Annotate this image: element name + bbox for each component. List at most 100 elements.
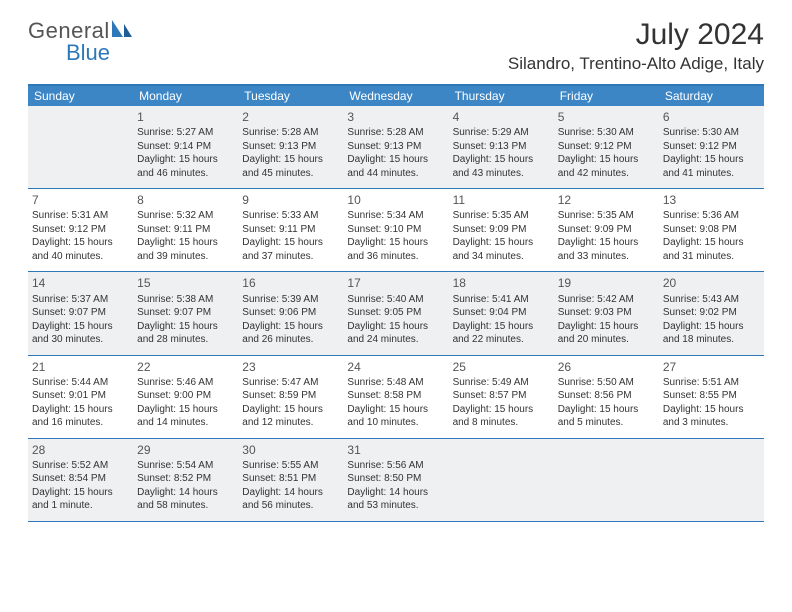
sunrise-text: Sunrise: 5:34 AM: [347, 209, 444, 223]
day-cell: 16Sunrise: 5:39 AMSunset: 9:06 PMDayligh…: [238, 272, 343, 354]
sunset-text: Sunset: 9:09 PM: [453, 223, 550, 237]
day-number: 29: [137, 442, 234, 458]
daylight-text-2: and 22 minutes.: [453, 333, 550, 347]
daylight-text-1: Daylight: 15 hours: [32, 320, 129, 334]
day-number: 15: [137, 275, 234, 291]
daylight-text-1: Daylight: 15 hours: [137, 236, 234, 250]
weekday-header: Thursday: [449, 86, 554, 106]
sunset-text: Sunset: 9:13 PM: [347, 140, 444, 154]
daylight-text-1: Daylight: 15 hours: [558, 236, 655, 250]
daylight-text-1: Daylight: 15 hours: [453, 403, 550, 417]
day-number: 6: [663, 109, 760, 125]
sunset-text: Sunset: 9:07 PM: [137, 306, 234, 320]
daylight-text-2: and 18 minutes.: [663, 333, 760, 347]
sunset-text: Sunset: 9:06 PM: [242, 306, 339, 320]
sunset-text: Sunset: 8:55 PM: [663, 389, 760, 403]
day-cell: 7Sunrise: 5:31 AMSunset: 9:12 PMDaylight…: [28, 189, 133, 271]
day-number: 31: [347, 442, 444, 458]
day-number: 8: [137, 192, 234, 208]
header: GeneralBlue July 2024 Silandro, Trentino…: [0, 0, 792, 78]
daylight-text-2: and 46 minutes.: [137, 167, 234, 181]
day-cell: 19Sunrise: 5:42 AMSunset: 9:03 PMDayligh…: [554, 272, 659, 354]
sunset-text: Sunset: 8:52 PM: [137, 472, 234, 486]
daylight-text-2: and 31 minutes.: [663, 250, 760, 264]
daylight-text-2: and 24 minutes.: [347, 333, 444, 347]
daylight-text-1: Daylight: 15 hours: [558, 320, 655, 334]
day-number: 1: [137, 109, 234, 125]
daylight-text-2: and 34 minutes.: [453, 250, 550, 264]
sunrise-text: Sunrise: 5:56 AM: [347, 459, 444, 473]
sunrise-text: Sunrise: 5:44 AM: [32, 376, 129, 390]
day-number: 23: [242, 359, 339, 375]
day-number: 18: [453, 275, 550, 291]
day-number: 10: [347, 192, 444, 208]
sunset-text: Sunset: 8:56 PM: [558, 389, 655, 403]
daylight-text-1: Daylight: 15 hours: [347, 403, 444, 417]
day-number: 25: [453, 359, 550, 375]
daylight-text-1: Daylight: 15 hours: [347, 236, 444, 250]
empty-day-cell: [659, 439, 764, 521]
location-text: Silandro, Trentino-Alto Adige, Italy: [508, 54, 764, 74]
weekday-header-row: SundayMondayTuesdayWednesdayThursdayFrid…: [28, 86, 764, 106]
sunset-text: Sunset: 9:12 PM: [558, 140, 655, 154]
day-number: 27: [663, 359, 760, 375]
daylight-text-2: and 8 minutes.: [453, 416, 550, 430]
weeks-container: 1Sunrise: 5:27 AMSunset: 9:14 PMDaylight…: [28, 106, 764, 522]
sunrise-text: Sunrise: 5:39 AM: [242, 293, 339, 307]
sunset-text: Sunset: 9:03 PM: [558, 306, 655, 320]
day-cell: 27Sunrise: 5:51 AMSunset: 8:55 PMDayligh…: [659, 356, 764, 438]
day-number: 26: [558, 359, 655, 375]
sunrise-text: Sunrise: 5:47 AM: [242, 376, 339, 390]
daylight-text-1: Daylight: 15 hours: [242, 403, 339, 417]
empty-day-cell: [554, 439, 659, 521]
day-cell: 29Sunrise: 5:54 AMSunset: 8:52 PMDayligh…: [133, 439, 238, 521]
sunset-text: Sunset: 9:09 PM: [558, 223, 655, 237]
sunrise-text: Sunrise: 5:40 AM: [347, 293, 444, 307]
day-cell: 9Sunrise: 5:33 AMSunset: 9:11 PMDaylight…: [238, 189, 343, 271]
day-number: 20: [663, 275, 760, 291]
day-number: 7: [32, 192, 129, 208]
sunrise-text: Sunrise: 5:36 AM: [663, 209, 760, 223]
day-number: 28: [32, 442, 129, 458]
daylight-text-1: Daylight: 15 hours: [453, 320, 550, 334]
sunrise-text: Sunrise: 5:52 AM: [32, 459, 129, 473]
week-row: 28Sunrise: 5:52 AMSunset: 8:54 PM Dayligh…: [28, 439, 764, 522]
day-cell: 26Sunrise: 5:50 AMSunset: 8:56 PMDayligh…: [554, 356, 659, 438]
daylight-text-2: and 33 minutes.: [558, 250, 655, 264]
title-block: July 2024 Silandro, Trentino-Alto Adige,…: [508, 18, 764, 74]
day-number: 14: [32, 275, 129, 291]
daylight-text-2: and 12 minutes.: [242, 416, 339, 430]
day-number: 19: [558, 275, 655, 291]
day-number: 2: [242, 109, 339, 125]
day-number: 21: [32, 359, 129, 375]
day-number: 4: [453, 109, 550, 125]
day-number: 3: [347, 109, 444, 125]
daylight-text-2: and 16 minutes.: [32, 416, 129, 430]
sunset-text: Sunset: 8:54 PM: [32, 472, 129, 486]
sunset-text: Sunset: 9:13 PM: [242, 140, 339, 154]
day-number: 9: [242, 192, 339, 208]
sunset-text: Sunset: 8:50 PM: [347, 472, 444, 486]
day-number: 17: [347, 275, 444, 291]
weekday-header: Sunday: [28, 86, 133, 106]
day-cell: 18Sunrise: 5:41 AMSunset: 9:04 PMDayligh…: [449, 272, 554, 354]
daylight-text-1: Daylight: 15 hours: [558, 403, 655, 417]
day-number: 5: [558, 109, 655, 125]
daylight-text-2: and 26 minutes.: [242, 333, 339, 347]
daylight-text-2: and 53 minutes.: [347, 499, 444, 513]
day-cell: 6Sunrise: 5:30 AMSunset: 9:12 PMDaylight…: [659, 106, 764, 188]
sunset-text: Sunset: 8:58 PM: [347, 389, 444, 403]
day-cell: 20Sunrise: 5:43 AMSunset: 9:02 PMDayligh…: [659, 272, 764, 354]
daylight-text-1: Daylight: 15 hours: [242, 320, 339, 334]
daylight-text-1: Daylight: 15 hours: [558, 153, 655, 167]
weekday-header: Saturday: [659, 86, 764, 106]
day-cell: 12Sunrise: 5:35 AMSunset: 9:09 PMDayligh…: [554, 189, 659, 271]
day-cell: 17Sunrise: 5:40 AMSunset: 9:05 PMDayligh…: [343, 272, 448, 354]
week-row: 14Sunrise: 5:37 AMSunset: 9:07 PMDayligh…: [28, 272, 764, 355]
empty-day-cell: [28, 106, 133, 188]
empty-day-cell: [449, 439, 554, 521]
daylight-text-2: and 5 minutes.: [558, 416, 655, 430]
daylight-text-2: and 37 minutes.: [242, 250, 339, 264]
sail-icon: [110, 19, 136, 44]
daylight-text-1: Daylight: 14 hours: [242, 486, 339, 500]
